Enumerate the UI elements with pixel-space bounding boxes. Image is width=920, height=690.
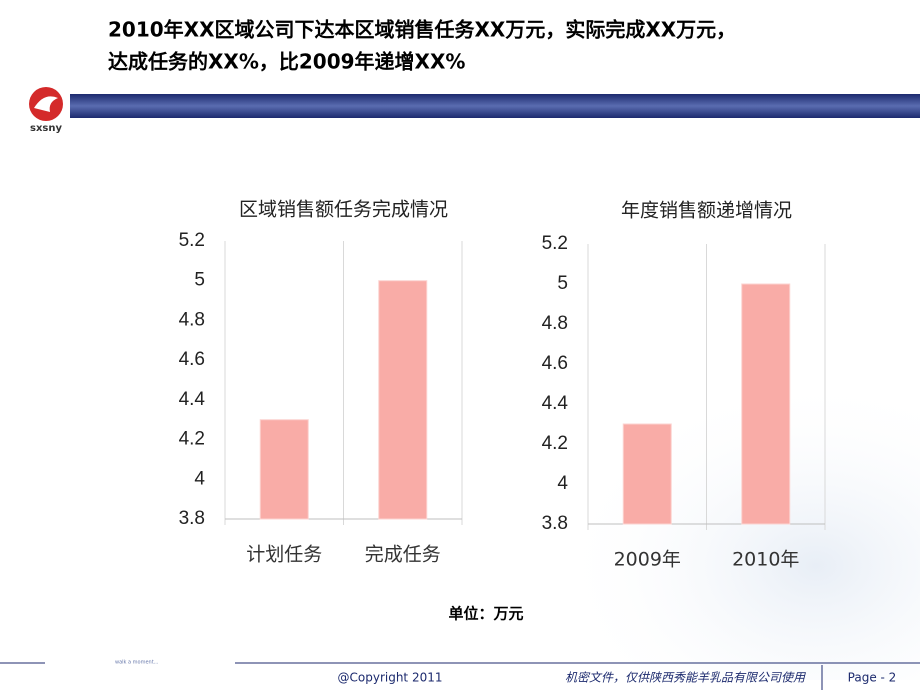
y-tick-label: 3.8 xyxy=(542,513,568,534)
x-tick-label: 2009年 xyxy=(614,549,681,571)
bar xyxy=(622,423,672,525)
bar xyxy=(378,280,428,520)
y-tick-label: 4.8 xyxy=(179,309,205,330)
y-tick-label: 4.4 xyxy=(542,393,569,414)
footer-confidential: 机密文件，仅供陕西秀能羊乳品有限公司使用 xyxy=(565,671,806,685)
bar xyxy=(259,419,309,520)
x-tick-label: 2010年 xyxy=(732,549,799,571)
title-line: 达成任务的XX%，比2009年递增XX% xyxy=(108,50,465,74)
logo-goat xyxy=(34,96,58,112)
x-tick-label: 计划任务 xyxy=(246,544,322,566)
title-line: 2010年XX区域公司下达本区域销售任务XX万元，实际完成XX万元， xyxy=(108,18,736,42)
y-tick-label: 4 xyxy=(194,468,205,489)
y-tick-label: 5 xyxy=(194,270,205,291)
y-tick-label: 4.8 xyxy=(542,313,568,334)
footer-copyright: @Copyright 2011 xyxy=(338,671,443,685)
y-tick-label: 4.2 xyxy=(542,433,568,454)
chart-title: 年度销售额递增情况 xyxy=(621,200,792,222)
y-tick-label: 5.2 xyxy=(542,233,568,254)
y-tick-label: 4 xyxy=(557,473,568,494)
logo-text: sxsny xyxy=(30,123,62,134)
footer-page: Page - 2 xyxy=(848,671,897,685)
y-tick-label: 5.2 xyxy=(179,230,205,251)
y-tick-label: 3.8 xyxy=(179,508,205,529)
unit-note: 单位：万元 xyxy=(448,605,523,623)
x-tick-label: 完成任务 xyxy=(365,544,441,566)
bar xyxy=(741,283,791,525)
y-tick-label: 5 xyxy=(557,273,568,294)
chart-title: 区域销售额任务完成情况 xyxy=(239,199,448,221)
y-tick-label: 4.4 xyxy=(179,389,206,410)
y-tick-label: 4.2 xyxy=(179,429,205,450)
y-tick-label: 4.6 xyxy=(542,353,568,374)
header-band xyxy=(70,94,920,118)
y-tick-label: 4.6 xyxy=(179,349,205,370)
footer-tagline: walk a moment... xyxy=(115,660,159,666)
